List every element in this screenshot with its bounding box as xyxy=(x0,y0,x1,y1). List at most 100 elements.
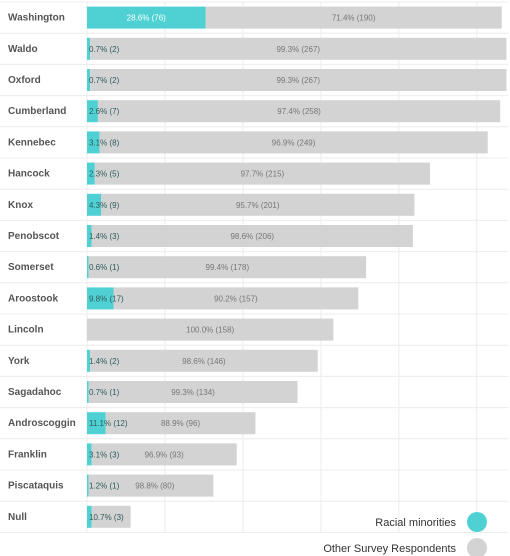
bar-label-other-survey-respondents: 97.4% (258) xyxy=(277,107,321,116)
chart-row: Oxford 0.7% (2) 99.3% (267) xyxy=(8,69,507,91)
bar-label-other-survey-respondents: 100.0% (158) xyxy=(186,326,234,335)
bar-other-survey-respondents xyxy=(91,225,413,247)
county-label: Penobscot xyxy=(8,231,60,242)
bar-other-survey-respondents xyxy=(88,381,298,403)
bar-racial-minorities xyxy=(87,349,91,372)
county-label: Waldo xyxy=(8,44,38,55)
bar-label-racial-minorities: 3.1% (8) xyxy=(89,138,120,147)
county-label: Aroostook xyxy=(8,293,58,304)
bar-label-racial-minorities: 0.7% (2) xyxy=(89,45,120,54)
bar-label-racial-minorities: 0.6% (1) xyxy=(89,263,120,272)
chart-row: Piscataquis 1.2% (1) 98.8% (80) xyxy=(8,474,214,497)
bar-other-survey-respondents xyxy=(90,69,507,91)
bar-label-racial-minorities: 28.6% (76) xyxy=(127,14,166,23)
chart-row: Penobscot 1.4% (3) 98.6% (206) xyxy=(8,225,413,247)
county-label: Franklin xyxy=(8,449,47,460)
bar-other-survey-respondents xyxy=(88,474,214,497)
bar-label-racial-minorities: 3.1% (3) xyxy=(89,450,120,459)
legend-label-other-survey-respondents: Other Survey Respondents xyxy=(323,543,456,555)
county-label: Sagadahoc xyxy=(8,387,62,398)
bar-racial-minorities xyxy=(87,131,100,154)
legend-marker-other-survey-respondents[interactable] xyxy=(467,538,487,556)
bar-label-other-survey-respondents: 99.3% (267) xyxy=(276,76,320,85)
bar-label-other-survey-respondents: 90.2% (157) xyxy=(214,294,258,303)
chart-row: Franklin 3.1% (3) 96.9% (93) xyxy=(8,443,237,466)
bar-label-other-survey-respondents: 71.4% (190) xyxy=(332,14,376,23)
bar-other-survey-respondents xyxy=(90,349,318,372)
bar-label-other-survey-respondents: 99.3% (267) xyxy=(276,45,320,54)
bar-racial-minorities xyxy=(87,225,92,247)
bar-label-racial-minorities: 2.3% (5) xyxy=(89,170,120,179)
chart-rows: Washington 28.6% (76) 71.4% (190) Waldo 0.7%… xyxy=(8,6,507,528)
chart-row: Aroostook 9.8% (17) 90.2% (157) xyxy=(8,287,359,310)
bar-other-survey-respondents xyxy=(113,287,359,310)
chart-row: Lincoln 100.0% (158) xyxy=(8,318,334,341)
county-label: Null xyxy=(8,512,27,523)
bar-label-other-survey-respondents: 99.3% (134) xyxy=(171,388,215,397)
bar-label-other-survey-respondents: 99.4% (178) xyxy=(206,263,250,272)
legend: Racial minorities Other Survey Responden… xyxy=(323,512,487,556)
chart-row: Androscoggin 11.1% (12) 88.9% (96) xyxy=(8,412,256,435)
chart-row: Hancock 2.3% (5) 97.7% (215) xyxy=(8,162,431,185)
bar-other-survey-respondents xyxy=(105,412,256,435)
bar-racial-minorities xyxy=(87,474,89,497)
bar-other-survey-respondents xyxy=(205,6,502,29)
bar-label-racial-minorities: 1.2% (1) xyxy=(89,482,120,491)
bar-label-other-survey-respondents: 98.8% (80) xyxy=(135,482,174,491)
bar-label-racial-minorities: 0.7% (1) xyxy=(89,388,120,397)
bar-label-racial-minorities: 1.4% (2) xyxy=(89,357,120,366)
bar-label-racial-minorities: 0.7% (2) xyxy=(89,76,120,85)
bar-label-other-survey-respondents: 98.6% (206) xyxy=(230,232,274,241)
bar-label-racial-minorities: 9.8% (17) xyxy=(89,294,124,303)
bar-racial-minorities xyxy=(87,6,206,29)
bar-label-racial-minorities: 11.1% (12) xyxy=(89,419,128,428)
bar-other-survey-respondents xyxy=(88,256,367,279)
county-label: Lincoln xyxy=(8,325,44,336)
bar-racial-minorities xyxy=(87,256,89,279)
bar-label-racial-minorities: 10.7% (3) xyxy=(89,513,124,522)
bar-other-survey-respondents xyxy=(99,131,488,154)
bar-racial-minorities xyxy=(87,69,91,91)
chart-row: York 1.4% (2) 98.6% (146) xyxy=(8,349,318,372)
bar-other-survey-respondents xyxy=(94,162,431,185)
bar-other-survey-respondents xyxy=(91,505,131,528)
bar-racial-minorities xyxy=(87,443,92,466)
bar-other-survey-respondents xyxy=(90,37,507,60)
county-label: Somerset xyxy=(8,262,54,273)
county-label: Hancock xyxy=(8,169,50,180)
chart-row: Kennebec 3.1% (8) 96.9% (249) xyxy=(8,131,488,154)
chart-row: Sagadahoc 0.7% (1) 99.3% (134) xyxy=(8,381,298,403)
bar-other-survey-respondents xyxy=(87,318,334,341)
county-label: Knox xyxy=(8,200,33,211)
chart-row: Cumberland 2.6% (7) 97.4% (258) xyxy=(8,100,501,123)
county-label: Cumberland xyxy=(8,106,66,117)
legend-marker-racial-minorities[interactable] xyxy=(467,512,487,532)
bar-other-survey-respondents xyxy=(97,100,501,123)
bar-label-racial-minorities: 1.4% (3) xyxy=(89,232,120,241)
county-label: York xyxy=(8,356,30,367)
chart-row: Somerset 0.6% (1) 99.4% (178) xyxy=(8,256,367,279)
bar-racial-minorities xyxy=(87,100,98,123)
county-label: Oxford xyxy=(8,75,41,86)
bar-racial-minorities xyxy=(87,37,91,60)
bar-racial-minorities xyxy=(87,381,89,403)
bar-label-other-survey-respondents: 98.6% (146) xyxy=(182,357,226,366)
chart-row: Waldo 0.7% (2) 99.3% (267) xyxy=(8,37,507,60)
bar-other-survey-respondents xyxy=(101,193,415,216)
chart-row: Knox 4.3% (9) 95.7% (201) xyxy=(8,193,415,216)
county-label: Piscataquis xyxy=(8,481,64,492)
bar-label-racial-minorities: 4.3% (9) xyxy=(89,201,120,210)
chart-row: Washington 28.6% (76) 71.4% (190) xyxy=(8,6,502,29)
bar-label-other-survey-respondents: 88.9% (96) xyxy=(161,419,200,428)
bar-racial-minorities xyxy=(87,412,106,435)
county-label: Kennebec xyxy=(8,137,56,148)
legend-label-racial-minorities: Racial minorities xyxy=(375,517,456,529)
bar-label-other-survey-respondents: 96.9% (249) xyxy=(272,138,316,147)
bar-label-other-survey-respondents: 96.9% (93) xyxy=(145,450,184,459)
bar-racial-minorities xyxy=(87,287,114,310)
bar-other-survey-respondents xyxy=(91,443,237,466)
county-label: Androscoggin xyxy=(8,418,76,429)
bar-label-racial-minorities: 2.6% (7) xyxy=(89,107,120,116)
bar-label-other-survey-respondents: 97.7% (215) xyxy=(241,170,285,179)
